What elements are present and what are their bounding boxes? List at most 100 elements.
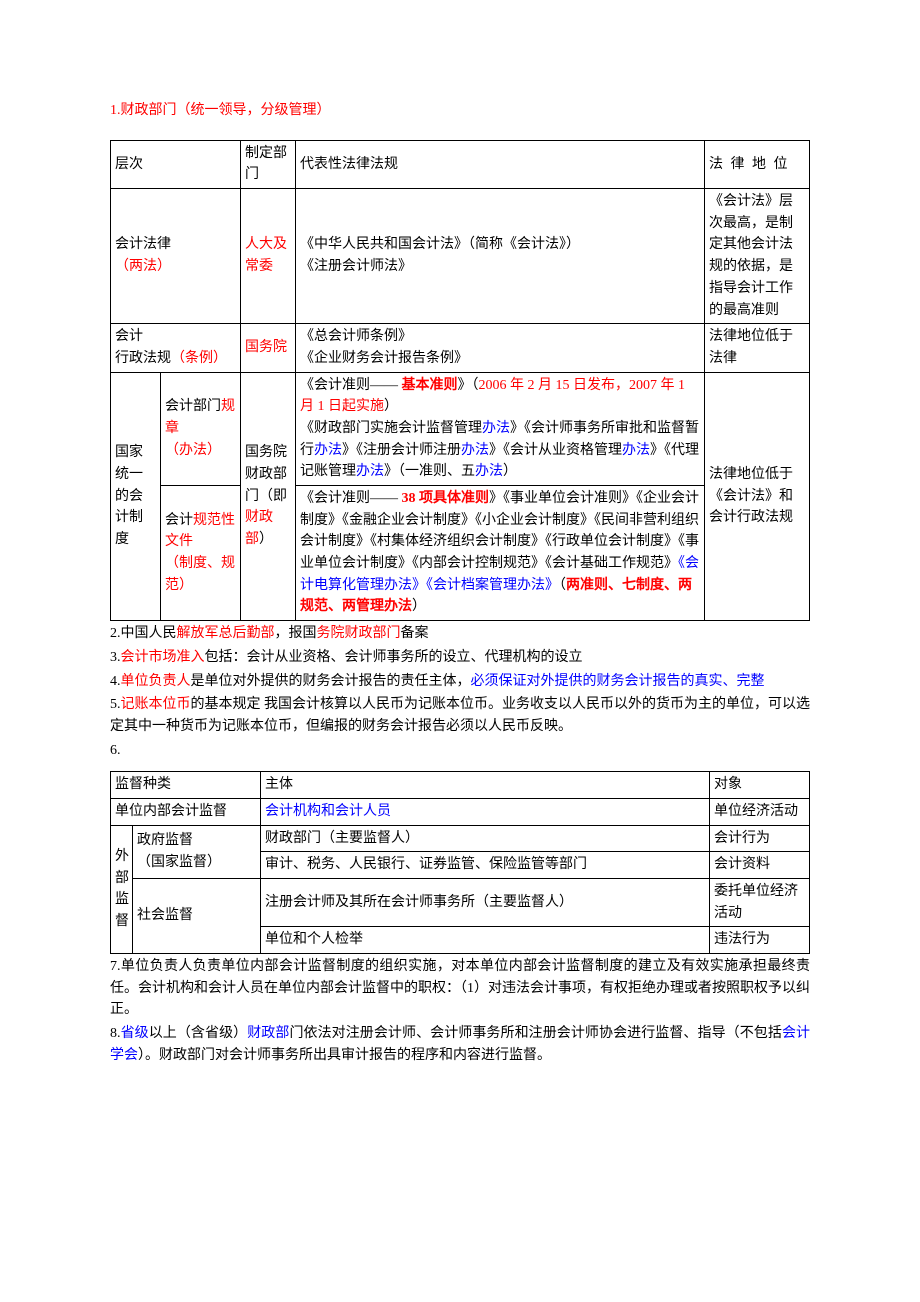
- th-dept: 制定部门: [241, 140, 296, 188]
- text: （: [559, 578, 566, 593]
- cell: 会计行为: [710, 825, 810, 852]
- cell-sub: 会计规范性文件 （制度、规范）: [161, 486, 241, 621]
- text: ）: [503, 464, 517, 479]
- cell: 政府监督 （国家监督）: [133, 825, 261, 878]
- text: 政府监督: [137, 833, 193, 848]
- cell-level: 会计法律 （两法）: [111, 189, 241, 324]
- text: （国家监督）: [137, 855, 221, 870]
- paragraph-2: 2.中国人民解放军总后勤部，报国务院财政部门备案: [110, 623, 810, 645]
- cell: 财政部门（主要监督人）: [261, 825, 710, 852]
- text: 38 项具体准则: [398, 491, 489, 506]
- th: 主体: [261, 772, 710, 799]
- table-2: 监督种类 主体 对象 单位内部会计监督 会计机构和会计人员 单位经济活动 外部监…: [110, 771, 810, 954]
- text: 3.: [110, 650, 121, 665]
- cell: 注册会计师及其所在会计师事务所（主要监督人）: [261, 879, 710, 927]
- cell-laws: 《总会计师条例》 《企业财务会计报告条例》: [296, 324, 705, 372]
- text: 国务院财政部门（即: [245, 445, 287, 503]
- text: 办法: [482, 421, 510, 436]
- cell-level-merge: 国家统一的会计制度: [111, 372, 161, 621]
- text: 的基本规定 我国会计核算以人民币为记账本位币。业务收支以人民币以外的货币为主的单…: [110, 697, 810, 734]
- text: ）。财政部门对会计师事务所出具审计报告的程序和内容进行监督。: [138, 1048, 551, 1063]
- th: 监督种类: [111, 772, 261, 799]
- text: 会计市场准入: [121, 650, 205, 665]
- section-1-title: 1.财政部门（统一领导，分级管理）: [110, 100, 810, 122]
- cell-laws: 《会计准则—— 38 项具体准则》《事业单位会计准则》《企业会计制度》《金融企业…: [296, 486, 705, 621]
- cell-sub: 会计部门规章 （办法）: [161, 372, 241, 485]
- cell-merge: 外部监督: [111, 825, 133, 953]
- text: ）: [384, 399, 398, 414]
- th-level: 层次: [111, 140, 241, 188]
- text: 》《会计从业资格管理: [489, 443, 622, 458]
- paragraph-8: 8.省级以上（含省级）财政部门依法对注册会计师、会计师事务所和注册会计师协会进行…: [110, 1023, 810, 1066]
- table-row: 国家统一的会计制度 会计部门规章 （办法） 国务院财政部门（即财政部） 《会计准…: [111, 372, 810, 485]
- text: ）: [412, 599, 426, 614]
- table-row: 会计 行政法规（条例） 国务院 《总会计师条例》 《企业财务会计报告条例》 法律…: [111, 324, 810, 372]
- cell-dept: 人大及常委: [241, 189, 296, 324]
- paragraph-5: 5.记账本位币的基本规定 我国会计核算以人民币为记账本位币。业务收支以人民币以外…: [110, 694, 810, 737]
- text: 办法: [356, 464, 384, 479]
- text: 《中华人民共和国会计法》（简称《会计法》）: [300, 237, 580, 252]
- cell-dept: 国务院: [241, 324, 296, 372]
- text: 基本准则: [398, 378, 458, 393]
- text: 会计: [115, 329, 143, 344]
- text: 省级: [121, 1026, 149, 1041]
- text: 《企业财务会计报告条例》: [300, 351, 468, 366]
- cell: 委托单位经济活动: [710, 879, 810, 927]
- paragraph-7: 7.单位负责人负责单位内部会计监督制度的组织实施，对本单位内部会计监督制度的建立…: [110, 956, 810, 1021]
- text: 《注册会计师法》: [300, 259, 412, 274]
- text: 包括：会计从业资格、会计师事务所的设立、代理机构的设立: [205, 650, 583, 665]
- table-row: 会计法律 （两法） 人大及常委 《中华人民共和国会计法》（简称《会计法》） 《注…: [111, 189, 810, 324]
- paragraph-6: 6.: [110, 740, 810, 762]
- text: ，报国: [275, 626, 317, 641]
- th-status: 法 律 地 位: [705, 140, 810, 188]
- table-row: 外部监督 政府监督 （国家监督） 财政部门（主要监督人） 会计行为: [111, 825, 810, 852]
- cell-level: 会计 行政法规（条例）: [111, 324, 241, 372]
- title-text: 财政部门（统一领导，分级管理）: [121, 103, 331, 118]
- title-index: 1.: [110, 103, 121, 118]
- text: ）: [259, 532, 273, 547]
- cell-dept: 国务院财政部门（即财政部）: [241, 372, 296, 621]
- cell-laws: 《会计准则—— 基本准则》（2006 年 2 月 15 日发布，2007 年 1…: [296, 372, 705, 485]
- text: 行政法规: [115, 351, 171, 366]
- text: （两法）: [115, 259, 171, 274]
- text: （制度、规范）: [165, 556, 235, 593]
- table-row: 监督种类 主体 对象: [111, 772, 810, 799]
- text: 《财政部门实施会计监督管理: [300, 421, 482, 436]
- cell: 单位内部会计监督: [111, 798, 261, 825]
- text: 》（一准则、五: [384, 464, 475, 479]
- text: 是单位对外提供的财务会计报告的责任主体，: [191, 674, 471, 689]
- text: 8.: [110, 1026, 121, 1041]
- cell-laws: 《中华人民共和国会计法》（简称《会计法》） 《注册会计师法》: [296, 189, 705, 324]
- text: 记账本位币: [121, 697, 191, 712]
- text: 单位负责人: [121, 674, 191, 689]
- table-1: 层次 制定部门 代表性法律法规 法 律 地 位 会计法律 （两法） 人大及常委 …: [110, 140, 810, 621]
- cell: 会计资料: [710, 852, 810, 879]
- text: 5.: [110, 697, 121, 712]
- text: 办法: [314, 443, 342, 458]
- table-row: 单位内部会计监督 会计机构和会计人员 单位经济活动: [111, 798, 810, 825]
- text: 《会计准则——: [300, 378, 398, 393]
- cell: 单位经济活动: [710, 798, 810, 825]
- text: 务院财政部门: [317, 626, 401, 641]
- text: 》《注册会计师注册: [342, 443, 461, 458]
- cell: 单位和个人检举: [261, 927, 710, 954]
- text: 《会计准则——: [300, 491, 398, 506]
- cell-status: 法律地位低于《会计法》和会计行政法规: [705, 372, 810, 621]
- text: 财政部: [247, 1026, 289, 1041]
- text: 办法: [622, 443, 650, 458]
- th-laws: 代表性法律法规: [296, 140, 705, 188]
- table-row: 层次 制定部门 代表性法律法规 法 律 地 位: [111, 140, 810, 188]
- cell-status: 《会计法》层次最高，是制定其他会计法规的依据，是指导会计工作的最高准则: [705, 189, 810, 324]
- text: 2.中国人民: [110, 626, 177, 641]
- text: 会计部门: [165, 399, 221, 414]
- table-row: 社会监督 注册会计师及其所在会计师事务所（主要监督人） 委托单位经济活动: [111, 879, 810, 927]
- cell-status: 法律地位低于法律: [705, 324, 810, 372]
- text: 必须保证对外提供的财务会计报告的真实、完整: [471, 674, 765, 689]
- text: 解放军总后勤部: [177, 626, 275, 641]
- text: 》（: [458, 378, 479, 393]
- th: 对象: [710, 772, 810, 799]
- cell: 审计、税务、人民银行、证券监管、保险监管等部门: [261, 852, 710, 879]
- paragraph-4: 4.单位负责人是单位对外提供的财务会计报告的责任主体，必须保证对外提供的财务会计…: [110, 671, 810, 693]
- text: 办法: [475, 464, 503, 479]
- cell: 会计机构和会计人员: [261, 798, 710, 825]
